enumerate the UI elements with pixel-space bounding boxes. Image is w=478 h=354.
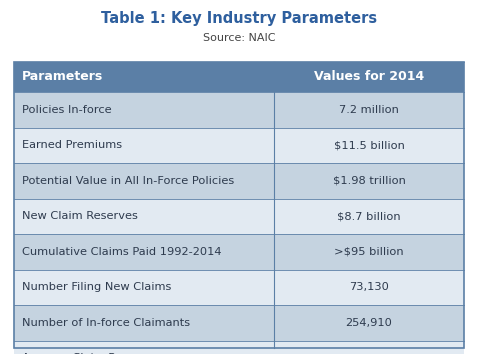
Text: Parameters: Parameters [22, 70, 103, 84]
Bar [274, 127, 464, 163]
Bar [14, 127, 274, 163]
Text: Policies In-force: Policies In-force [22, 105, 112, 115]
Text: New Claim Reserves: New Claim Reserves [22, 211, 138, 221]
Bar [274, 269, 464, 305]
Text: 254,910: 254,910 [346, 318, 392, 328]
Bar [274, 92, 464, 127]
Bar [14, 234, 274, 269]
Text: $119,391: $119,391 [342, 353, 396, 354]
Bar [274, 163, 464, 199]
Bar [274, 305, 464, 341]
Text: 73,130: 73,130 [349, 282, 389, 292]
Bar [274, 234, 464, 269]
Text: $11.5 billion: $11.5 billion [334, 140, 404, 150]
Bar [14, 269, 274, 305]
Bar [274, 62, 464, 92]
Text: Earned Premiums: Earned Premiums [22, 140, 122, 150]
Text: Average Claim Reserve: Average Claim Reserve [22, 353, 154, 354]
Text: Cumulative Claims Paid 1992-2014: Cumulative Claims Paid 1992-2014 [22, 247, 221, 257]
Bar [274, 341, 464, 354]
Text: Number Filing New Claims: Number Filing New Claims [22, 282, 172, 292]
Text: $1.98 trillion: $1.98 trillion [333, 176, 405, 186]
Bar [274, 199, 464, 234]
Bar [14, 62, 274, 92]
Text: Number of In-force Claimants: Number of In-force Claimants [22, 318, 190, 328]
Text: 7.2 million: 7.2 million [339, 105, 399, 115]
Text: $8.7 billion: $8.7 billion [337, 211, 401, 221]
Text: Values for 2014: Values for 2014 [314, 70, 424, 84]
Bar [14, 163, 274, 199]
Bar [14, 62, 464, 348]
Bar [14, 305, 274, 341]
Text: Source: NAIC: Source: NAIC [203, 33, 275, 43]
Bar [14, 341, 274, 354]
Text: Potential Value in All In-Force Policies: Potential Value in All In-Force Policies [22, 176, 234, 186]
Bar [14, 92, 274, 127]
Text: >$95 billion: >$95 billion [334, 247, 404, 257]
Text: Table 1: Key Industry Parameters: Table 1: Key Industry Parameters [101, 11, 377, 27]
Bar [14, 199, 274, 234]
